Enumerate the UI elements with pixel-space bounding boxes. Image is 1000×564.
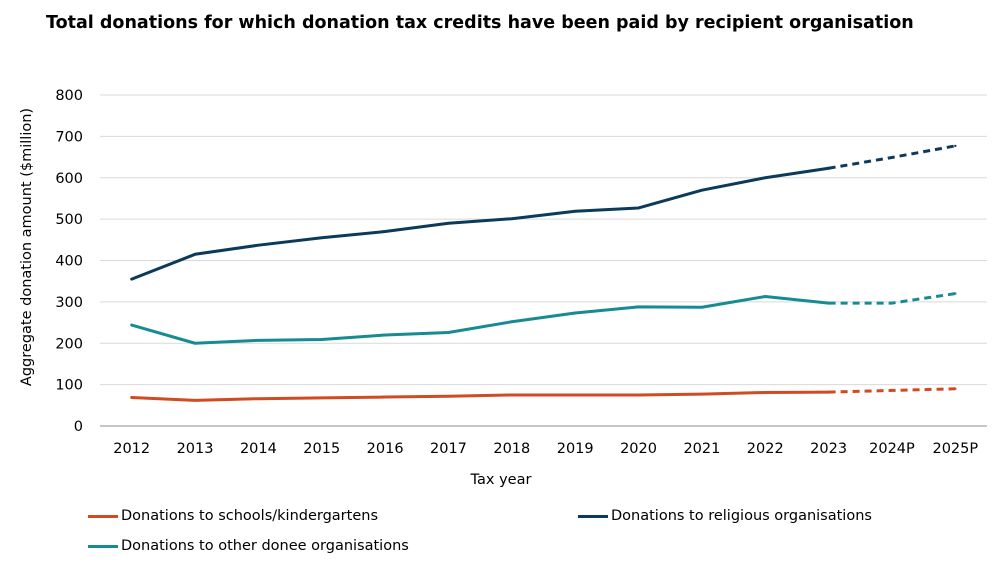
- y-tick-labels: 0 100 200 300 400 500 600 700 800: [55, 88, 83, 435]
- x-tick-label: 2016: [367, 441, 404, 457]
- x-tick-label: 2019: [557, 441, 594, 457]
- y-axis-label: Aggregate donation amount ($million): [19, 108, 35, 386]
- data-point: [383, 333, 387, 337]
- legend-swatch-schools: [88, 514, 118, 518]
- data-point: [890, 301, 894, 305]
- x-tick-label: 2018: [493, 441, 530, 457]
- series-line-2: [130, 294, 831, 345]
- legend-label-other-donee: Donations to other donee organisations: [121, 538, 409, 554]
- y-tick-label: 400: [55, 254, 83, 270]
- data-point: [193, 399, 197, 402]
- y-tick-label: 700: [55, 129, 83, 145]
- y-tick-label: 500: [55, 212, 83, 228]
- data-point: [320, 236, 323, 239]
- series-lines: [130, 144, 957, 402]
- x-tick-label: 2023: [810, 441, 847, 457]
- legend-label-schools: Donations to schools/kindergartens: [121, 508, 378, 524]
- data-point: [700, 188, 704, 192]
- x-tick-label: 2015: [303, 441, 340, 457]
- data-point: [954, 387, 957, 390]
- data-point: [890, 156, 894, 159]
- y-tick-label: 800: [55, 88, 83, 104]
- x-tick-label: 2013: [177, 441, 214, 457]
- data-point: [510, 217, 514, 220]
- data-point: [573, 311, 577, 315]
- data-point: [383, 395, 387, 399]
- data-point: [257, 243, 260, 247]
- data-point: [827, 390, 830, 394]
- legend-swatch-religious: [578, 514, 608, 518]
- data-point: [510, 320, 514, 323]
- y-tick-label: 600: [55, 171, 83, 187]
- x-tick-label: 2022: [747, 441, 784, 457]
- series-line-0: [130, 390, 831, 402]
- x-tick-label: 2025P: [932, 441, 978, 457]
- data-point: [320, 338, 323, 341]
- data-point: [130, 277, 133, 281]
- data-point: [890, 389, 894, 392]
- legend-item-other-donee: Donations to other donee organisations: [88, 538, 409, 554]
- data-point: [827, 301, 830, 305]
- legend-item-schools: Donations to schools/kindergartens: [88, 508, 378, 524]
- data-point: [193, 342, 197, 345]
- x-tick-label: 2021: [683, 441, 720, 457]
- data-point: [637, 393, 640, 397]
- data-point: [447, 331, 450, 334]
- x-tick-label: 2014: [240, 441, 277, 457]
- legend-swatch-other-donee: [88, 544, 118, 548]
- data-point: [130, 396, 133, 399]
- data-point: [764, 176, 767, 179]
- data-point: [637, 206, 640, 210]
- data-point: [447, 222, 450, 225]
- x-tick-labels: 2012 2013 2014 2015 2016 2017 2018 2019 2020 2021…: [113, 441, 978, 457]
- data-point: [257, 339, 260, 342]
- y-tick-label: 0: [74, 419, 83, 435]
- y-tick-label: 200: [55, 336, 83, 352]
- data-point: [637, 305, 640, 309]
- y-tick-label: 300: [55, 295, 83, 311]
- data-point: [510, 393, 514, 397]
- legend-item-religious: Donations to religious organisations: [578, 508, 872, 524]
- data-point: [700, 392, 704, 396]
- data-point: [193, 253, 197, 256]
- x-tick-label: 2024P: [869, 441, 915, 457]
- data-point: [383, 230, 387, 233]
- x-tick-label: 2012: [113, 441, 150, 457]
- x-tick-label: 2017: [430, 441, 467, 457]
- data-point: [827, 167, 830, 170]
- series-line-1: [130, 166, 831, 281]
- data-point: [573, 210, 577, 213]
- data-point: [573, 393, 577, 397]
- data-point: [764, 391, 767, 394]
- data-point: [700, 306, 704, 309]
- data-point: [954, 292, 957, 295]
- x-tick-label: 2020: [620, 441, 657, 457]
- x-axis-label: Tax year: [470, 472, 532, 488]
- data-point: [954, 144, 957, 148]
- chart-title: Total donations for which donation tax c…: [46, 13, 914, 33]
- y-tick-label: 100: [55, 378, 83, 394]
- data-point: [257, 397, 260, 400]
- data-point: [764, 295, 767, 298]
- legend-label-religious: Donations to religious organisations: [611, 508, 872, 524]
- data-point: [447, 395, 450, 398]
- data-point: [320, 396, 323, 400]
- gridlines: [100, 94, 987, 427]
- data-point: [130, 323, 133, 327]
